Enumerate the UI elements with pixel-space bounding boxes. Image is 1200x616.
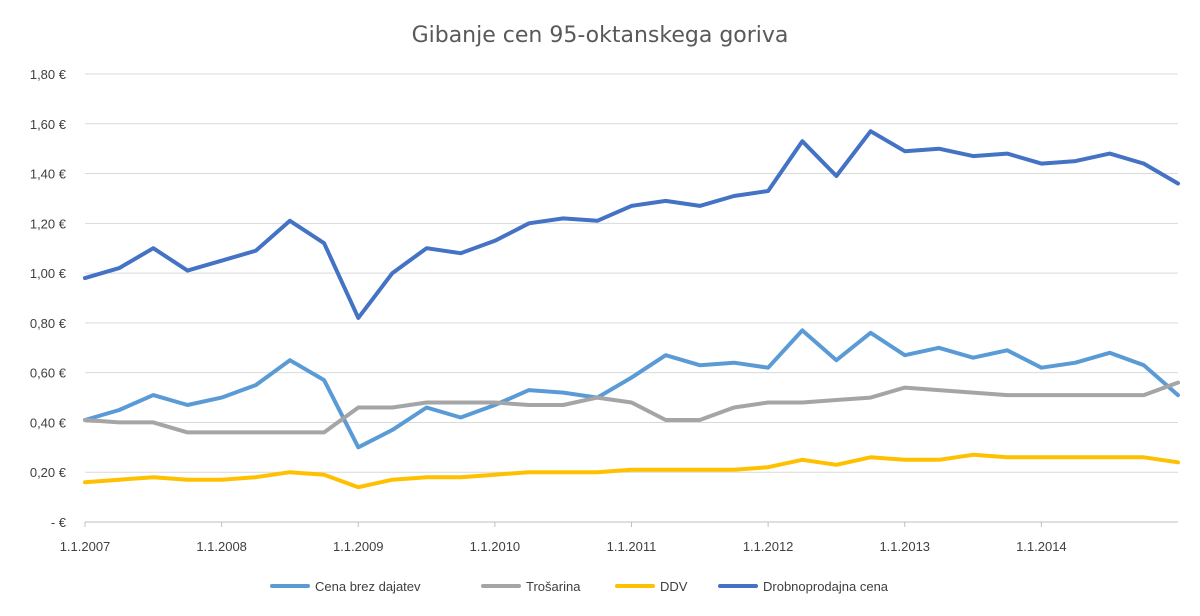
x-tick-label: 1.1.2009 [333,539,384,554]
x-axis-ticks: 1.1.2007 1.1.2008 1.1.2009 1.1.2010 1.1.2011… [60,522,1067,554]
x-tick-label: 1.1.2014 [1016,539,1067,554]
y-tick-label: 1,20 € [30,216,67,231]
x-tick-label: 1.1.2008 [196,539,247,554]
y-tick-label: 0,40 € [30,415,67,430]
grid-lines [85,73,1178,523]
legend-entry: Cena brez dajatev [270,579,421,594]
legend: Cena brez dajatev Trošarina DDV Drobnoproda… [270,579,889,594]
x-tick-label: 1.1.2013 [879,539,930,554]
legend-entry: Drobnoprodajna cena [718,579,889,594]
legend-label: Trošarina [526,579,581,594]
y-tick-label: 1,00 € [30,266,67,281]
y-tick-label: 1,40 € [30,167,67,182]
legend-label: Drobnoprodajna cena [763,579,889,594]
legend-entry: DDV [615,579,688,594]
x-tick-label: 1.1.2012 [743,539,794,554]
y-tick-label: 1,80 € [30,67,67,82]
x-tick-label: 1.1.2007 [60,539,111,554]
y-axis-ticks: - € 0,20 € 0,40 € 0,60 € 0,80 € 1,00 € 1,20 € 1… [30,67,67,530]
series-lines [83,129,1180,490]
chart-title: Gibanje cen 95-oktanskega goriva [412,23,789,48]
x-tick-label: 1.1.2010 [470,539,521,554]
series-line-ddv [83,452,1180,490]
series-line-trosarina [83,380,1180,435]
y-tick-label: 0,20 € [30,465,67,480]
series-line-drobnoprodajna-cena [83,129,1180,320]
legend-label: Cena brez dajatev [315,579,421,594]
legend-label: DDV [660,579,688,594]
y-tick-label: - € [51,515,67,530]
x-tick-label: 1.1.2011 [607,539,657,554]
y-tick-label: 1,60 € [30,117,67,132]
y-tick-label: 0,80 € [30,316,67,331]
series-line-cena-brez-dajatev [83,328,1180,450]
y-tick-label: 0,60 € [30,366,67,381]
legend-entry: Trošarina [481,579,581,594]
